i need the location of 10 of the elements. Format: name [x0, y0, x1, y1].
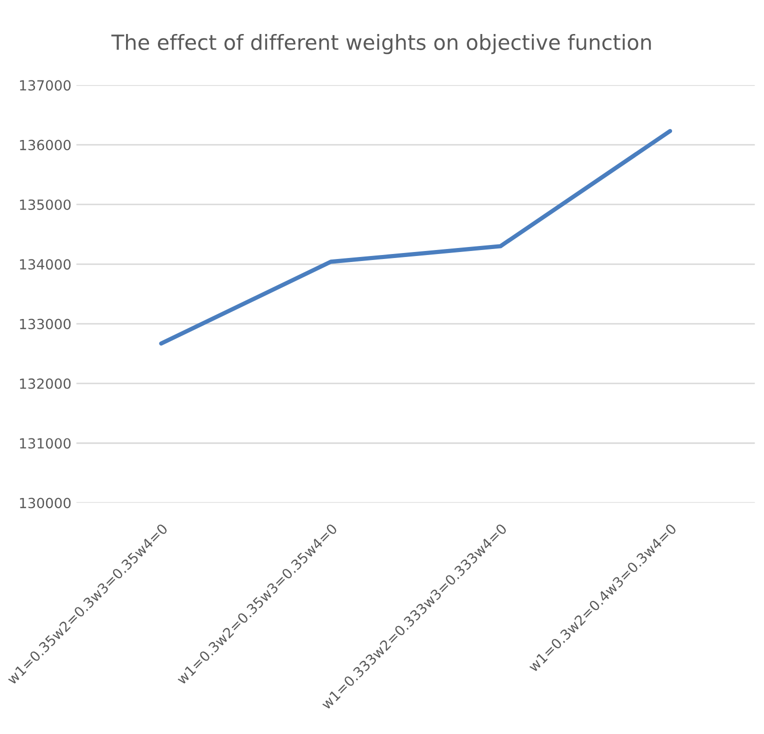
y-tick-label: 137000	[20, 80, 71, 91]
chart-title: The effect of different weights on objective function	[111, 34, 651, 54]
y-tick-label: 132000	[20, 378, 71, 389]
y-tick-label: 133000	[20, 318, 71, 330]
line-series	[159, 129, 672, 346]
y-tick-label: 134000	[20, 259, 71, 270]
y-tick-label: 136000	[20, 140, 71, 150]
y-tick-label: 131000	[20, 438, 71, 449]
y-tick-label: 130000	[20, 498, 71, 508]
y-tick-label: 135000	[20, 199, 71, 210]
